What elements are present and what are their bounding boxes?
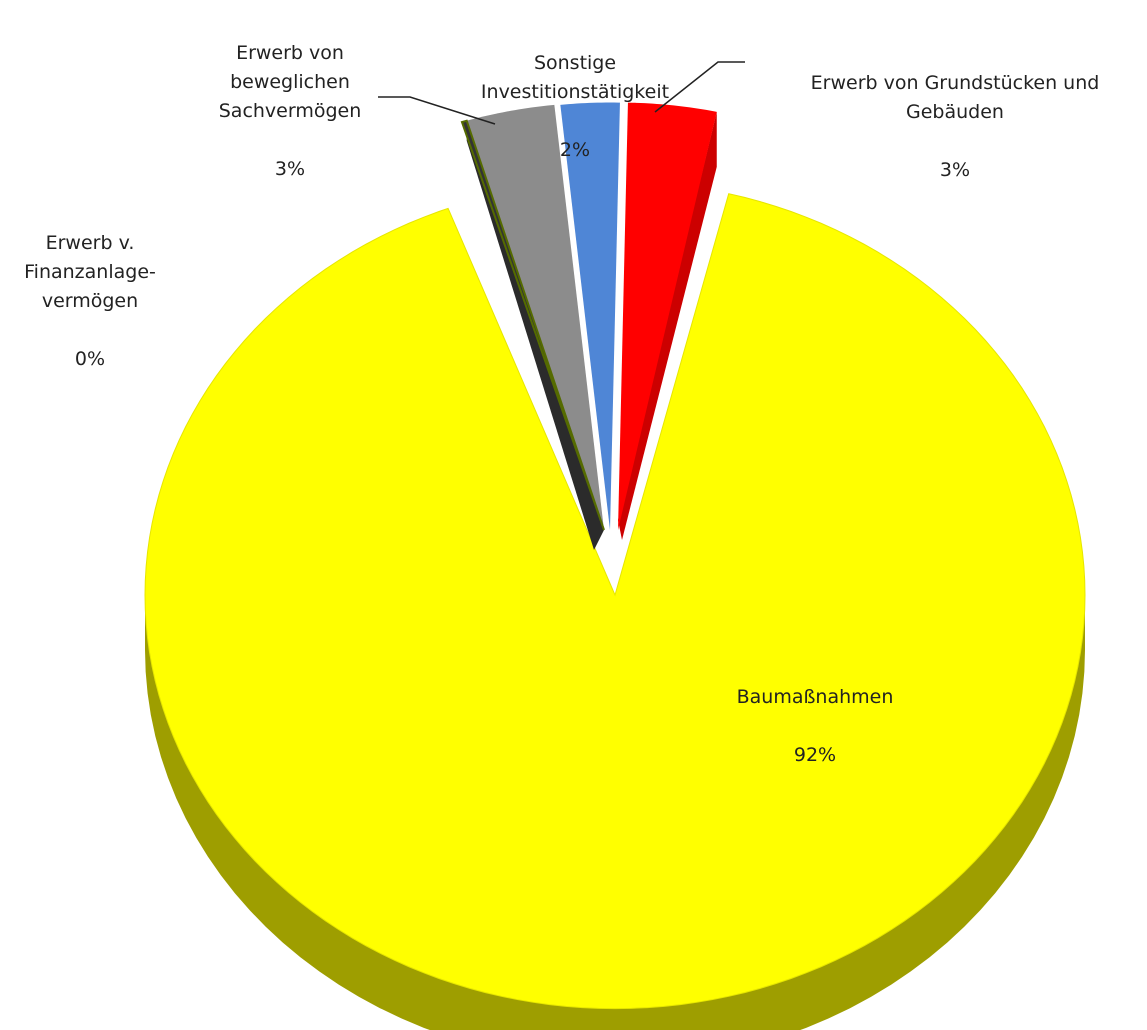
slice-percent: 2%	[559, 139, 591, 161]
slice-sonstige-investitionstaetigkeit	[560, 102, 620, 530]
slice-finanzanlagevermoegen	[460, 119, 605, 531]
slice-label-baumassnahmen: Baumaßnahmen 92%	[690, 654, 940, 799]
leader-line-bewegliches-sachvermoegen	[378, 96, 496, 125]
slice-grundstuecke-gebaeude	[618, 102, 717, 531]
slice-name: Sonstige Investitionstätigkeit	[480, 52, 670, 103]
slice-label-bewegliches-sachvermoegen: Erwerb von beweglichen Sachvermögen 3%	[170, 10, 410, 213]
slice-label-grundstuecke-gebaeude: Erwerb von Grundstücken und Gebäuden 3%	[770, 40, 1140, 214]
slice-bewegliches-sachvermoegen	[466, 104, 604, 530]
slice-name: Erwerb v. Finanzanlage- vermögen	[24, 232, 156, 312]
slice-percent: 0%	[74, 348, 106, 370]
slice-name: Erwerb von beweglichen Sachvermögen	[218, 42, 362, 122]
slice-side-grundstuecke-gebaeude	[618, 111, 717, 540]
slice-label-sonstige-investitionstaetigkeit: Sonstige Investitionstätigkeit 2%	[440, 20, 710, 194]
slice-percent: 92%	[793, 744, 837, 766]
leader-line-grundstuecke-gebaeude	[654, 61, 745, 113]
slice-label-finanzanlagevermoegen: Erwerb v. Finanzanlage- vermögen 0%	[0, 200, 180, 403]
slice-percent: 3%	[939, 159, 971, 181]
slice-baumassnahmen	[144, 193, 1086, 1010]
slice-name: Baumaßnahmen	[736, 686, 894, 708]
slice-percent: 3%	[274, 158, 306, 180]
slice-name: Erwerb von Grundstücken und Gebäuden	[810, 72, 1100, 123]
